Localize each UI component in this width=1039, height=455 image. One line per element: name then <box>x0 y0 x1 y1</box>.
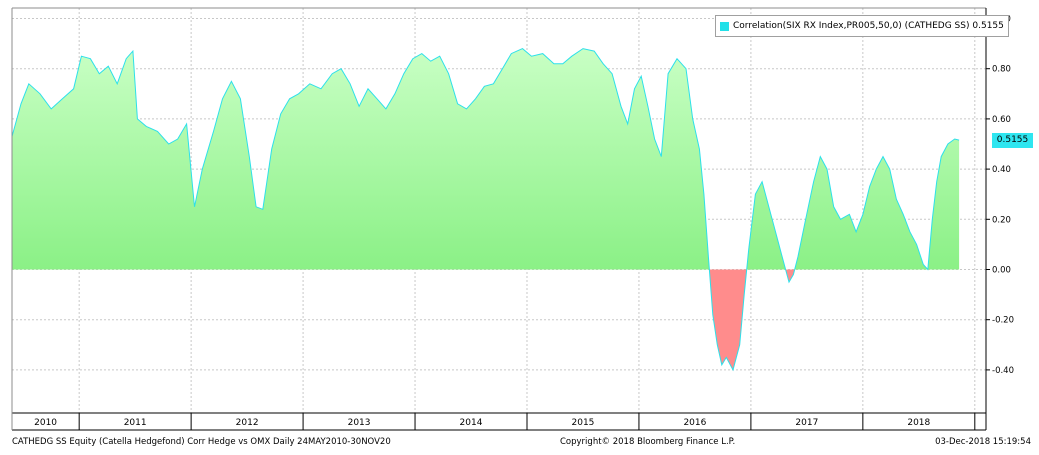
x-tick-label: 2014 <box>460 418 483 428</box>
y-tick-label: 0.00 <box>992 266 1011 276</box>
x-tick-label: 2015 <box>572 418 595 428</box>
legend-value: 0.5155 <box>972 21 1004 31</box>
x-tick-label: 2017 <box>795 418 818 428</box>
legend-swatch <box>720 21 729 31</box>
y-tick-label: 0.20 <box>992 215 1011 225</box>
footer-description: CATHEDG SS Equity (Catella Hedgefond) Co… <box>12 437 391 447</box>
x-tick-label: 2011 <box>124 418 147 428</box>
y-tick-label: 0.40 <box>992 165 1011 175</box>
footer-timestamp: 03-Dec-2018 15:19:54 <box>935 437 1031 447</box>
last-value-tag: 0.5155 <box>992 132 1033 148</box>
y-tick-label: 0.80 <box>992 65 1011 75</box>
x-axis-ticks: 2010 2011 2012 2013 2014 2015 2016 2017 2018 <box>34 413 976 430</box>
area-layer <box>11 48 960 372</box>
y-tick-label: -0.40 <box>992 366 1014 376</box>
y-axis-ticks: 1.000.800.600.400.200.00-0.20-0.40 <box>986 15 1014 376</box>
positive-correlation-area <box>12 48 960 270</box>
negative-correlation-area <box>12 269 960 370</box>
y-tick-label: 0.60 <box>992 115 1011 125</box>
x-tick-label: 2013 <box>348 418 371 428</box>
y-tick-label: -0.20 <box>992 316 1014 326</box>
legend-label: Correlation(SIX RX Index,PR005,50,0) (CA… <box>733 21 970 31</box>
x-tick-label: 2018 <box>907 418 930 428</box>
footer-copyright: Copyright© 2018 Bloomberg Finance L.P. <box>560 437 736 447</box>
grid-lines <box>12 8 986 413</box>
x-tick-label: 2010 <box>34 418 57 428</box>
correlation-series-line <box>11 48 960 372</box>
x-tick-label: 2012 <box>236 418 259 428</box>
x-tick-label: 2016 <box>683 418 706 428</box>
legend-box: Correlation(SIX RX Index,PR005,50,0) (CA… <box>715 15 1009 37</box>
